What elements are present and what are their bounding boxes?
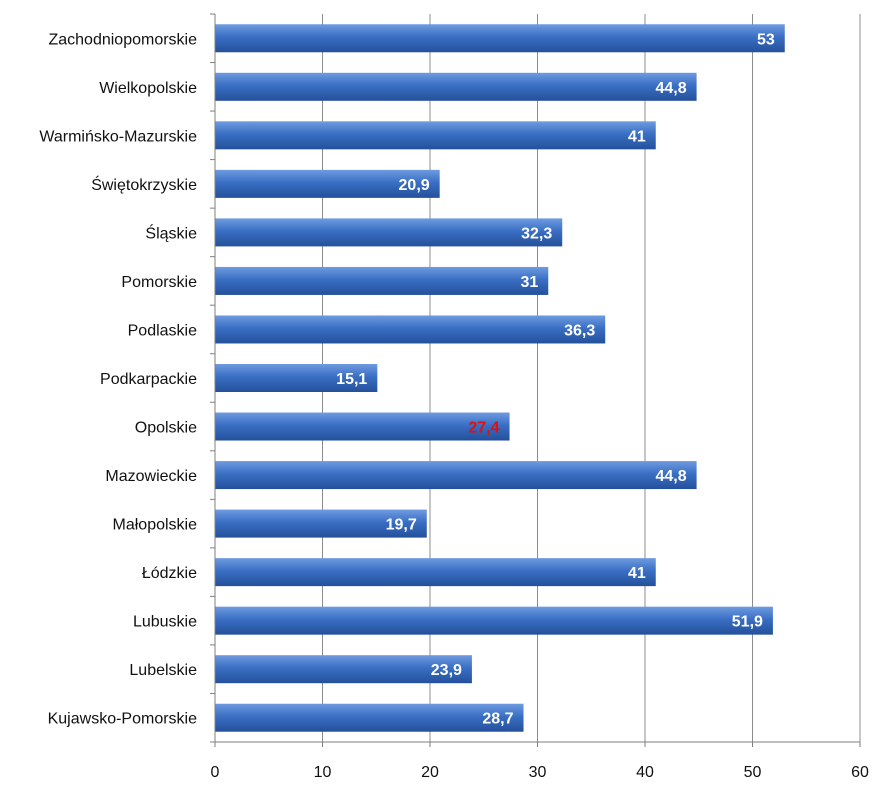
bar-group: 23,9 (215, 655, 472, 684)
bar-group: 19,7 (215, 509, 427, 538)
data-label: 51,9 (732, 614, 763, 631)
category-label: Podkarpackie (100, 371, 197, 388)
x-tick-label: 0 (211, 764, 220, 781)
bar-group: 51,9 (215, 606, 773, 635)
bar (215, 655, 472, 684)
bar-group: 41 (215, 121, 656, 150)
category-label: Warmińsko-Mazurskie (39, 128, 197, 145)
category-label: Podlaskie (128, 322, 197, 339)
data-label: 53 (757, 31, 775, 48)
bar (215, 412, 510, 441)
bar (215, 703, 524, 732)
axes: 0 10 20 30 40 50 60 Zachodniopomorskie Wielkopol… (39, 13, 869, 781)
x-tick-label: 40 (636, 764, 654, 781)
bar-group: 36,3 (215, 315, 606, 344)
category-label: Mazowieckie (105, 468, 197, 485)
category-label: Świętokrzyskie (91, 175, 197, 194)
data-label: 31 (520, 274, 538, 291)
category-label: Małopolskie (113, 517, 198, 534)
category-label: Kujawsko-Pomorskie (48, 711, 197, 728)
bar (215, 121, 656, 150)
bar-group: 28,7 (215, 703, 524, 732)
bar (215, 266, 549, 295)
data-label: 32,3 (521, 225, 552, 242)
data-label: 15,1 (336, 371, 367, 388)
bar-group: 44,8 (215, 72, 697, 101)
bar-group: 32,3 (215, 218, 563, 247)
data-label: 27,4 (468, 420, 499, 437)
bar-group: 31 (215, 266, 549, 295)
data-label: 44,8 (655, 80, 686, 97)
data-label: 20,9 (399, 177, 430, 194)
bar-group: 53 (215, 24, 785, 53)
bar-group: 41 (215, 558, 656, 587)
category-label: Lubelskie (129, 662, 197, 679)
bar-group: 27,4 (215, 412, 510, 441)
bar-group: 44,8 (215, 461, 697, 490)
x-tick-label: 50 (744, 764, 762, 781)
data-label: 23,9 (431, 662, 462, 679)
bar (215, 364, 378, 392)
x-tick-label: 20 (421, 764, 439, 781)
category-label: Opolskie (135, 420, 197, 437)
x-tick-label: 30 (529, 764, 547, 781)
data-label: 41 (628, 565, 646, 582)
data-label: 41 (628, 128, 646, 145)
bar (215, 606, 773, 635)
bar (215, 315, 606, 344)
bar (215, 509, 427, 538)
data-label: 36,3 (564, 322, 595, 339)
bar (215, 72, 697, 101)
category-label: Wielkopolskie (99, 80, 197, 97)
bar-group: 15,1 (215, 364, 378, 392)
bar (215, 558, 656, 587)
data-label: 44,8 (655, 468, 686, 485)
x-tick-label: 10 (314, 764, 332, 781)
bar (215, 461, 697, 490)
category-label: Łódzkie (142, 565, 197, 582)
category-label: Zachodniopomorskie (48, 31, 197, 48)
category-label: Śląskie (145, 223, 197, 242)
category-label: Lubuskie (133, 614, 197, 631)
bar-group: 20,9 (215, 169, 440, 198)
bars: 53 44,8 41 20,9 32,3 31 36,3 15,1 27,4 44,8 19,7 41… (215, 24, 785, 732)
data-label: 19,7 (386, 517, 417, 534)
bar (215, 24, 785, 53)
category-label: Pomorskie (121, 274, 197, 291)
data-label: 28,7 (482, 711, 513, 728)
bar (215, 218, 563, 247)
bar (215, 169, 440, 198)
x-tick-label: 60 (851, 764, 869, 781)
